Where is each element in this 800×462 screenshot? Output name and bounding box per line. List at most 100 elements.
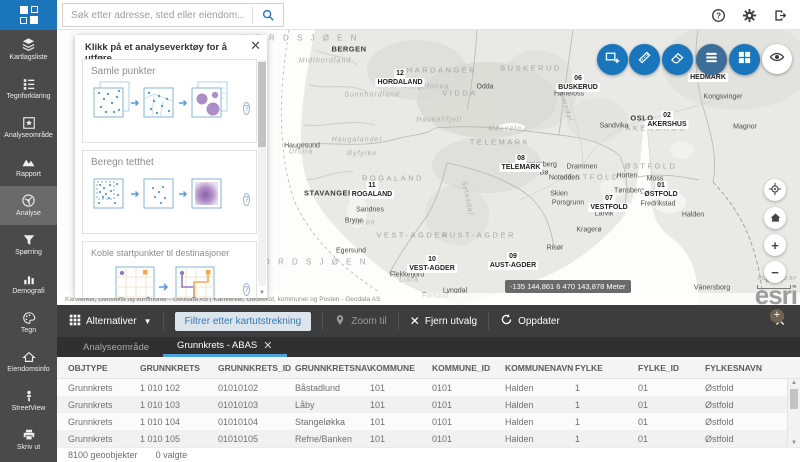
sidebar-item-streetview[interactable]: StreetView xyxy=(0,381,57,420)
search-icon[interactable] xyxy=(253,4,283,26)
table-cell: 01 xyxy=(638,400,705,410)
sidebar-item-label: Skriv ut xyxy=(17,444,40,452)
coordinates-readout: -135 144,861 6 470 143,878 Meter xyxy=(505,280,631,293)
sidebar-item-rapport[interactable]: Rapport xyxy=(0,147,57,186)
close-icon[interactable]: ✕ xyxy=(250,39,261,52)
help-icon[interactable]: ? xyxy=(243,283,250,296)
filter-by-extent-button[interactable]: Filtrer etter kartutstrekning xyxy=(175,312,312,331)
column-header-kommunenavn[interactable]: KOMMUNENAVN xyxy=(505,363,575,373)
table-row[interactable]: Grunnkrets1 010 10301010103Låby1010101Ha… xyxy=(57,396,800,413)
sidebar-item-demografi[interactable]: Demografi xyxy=(0,264,57,303)
tool-label: Beregn tetthet xyxy=(91,157,250,168)
scroll-down-icon[interactable]: ▼ xyxy=(788,440,800,446)
options-label: Alternativer xyxy=(86,316,137,327)
panel-scrollbar[interactable] xyxy=(258,60,266,286)
table-cell: Østfold xyxy=(705,383,800,393)
help-icon[interactable]: ? xyxy=(243,102,250,115)
illo-routes xyxy=(91,260,241,298)
home-button[interactable] xyxy=(764,207,786,229)
map-canvas[interactable]: N O R D S J Ø E NN O R D S J Ø E NHARDAN… xyxy=(57,30,800,305)
status-bar: 8100 geoobjekter 0 valgte xyxy=(57,447,800,462)
add-column-icon[interactable]: + xyxy=(770,309,784,323)
select-features-button[interactable] xyxy=(597,44,628,75)
column-header-fylke-id[interactable]: FYLKE_ID xyxy=(638,363,705,373)
column-header-grunnkrets-id[interactable]: GRUNNKRETS_ID xyxy=(218,363,295,373)
analysis-tools-panel: Klikk på et analyseverktøy for å utføre … xyxy=(75,35,267,298)
analysis-tool-beregn-tetthet[interactable]: Beregn tetthet? xyxy=(82,150,257,234)
help-icon[interactable]: ? xyxy=(243,193,250,206)
table-tabs: Analyseområde Grunnkrets - ABAS✕ xyxy=(57,337,800,357)
divider xyxy=(398,312,399,330)
table-row[interactable]: Grunnkrets1 010 10201010102Båstadlund101… xyxy=(57,379,800,396)
table-cell: 1 010 104 xyxy=(140,417,218,427)
table-row[interactable]: Grunnkrets1 010 10401010104Stangeløkka10… xyxy=(57,413,800,430)
zoom-in-button[interactable]: + xyxy=(764,234,786,256)
sidebar-item-analyse[interactable]: Analyse xyxy=(0,186,57,225)
sidebar-item-tegnforklaring[interactable]: Tegnforklaring xyxy=(0,69,57,108)
column-header-fylke[interactable]: FYLKE xyxy=(575,363,638,373)
options-button[interactable]: Alternativer ▼ xyxy=(69,314,152,329)
tab-close-icon[interactable]: ✕ xyxy=(263,339,272,352)
column-header-kommune-id[interactable]: KOMMUNE_ID xyxy=(432,363,505,373)
zoom-to-button[interactable]: Zoom til xyxy=(334,314,387,329)
table-cell: Refne/Banken xyxy=(295,434,370,444)
table-cell: 01010103 xyxy=(218,400,295,410)
sidebar-item-skriv-ut[interactable]: Skriv ut xyxy=(0,420,57,459)
scroll-down-icon[interactable]: ▼ xyxy=(258,290,266,296)
attribute-table-button[interactable] xyxy=(696,44,727,75)
table-cell: Østfold xyxy=(705,434,800,444)
table-cell: 101 xyxy=(370,417,432,427)
refresh-label: Oppdater xyxy=(518,316,560,327)
measure-button[interactable] xyxy=(629,44,660,75)
scrollbar-thumb[interactable] xyxy=(258,62,266,147)
table-scrollbar[interactable]: ▲ ▼ xyxy=(787,379,800,447)
help-icon[interactable]: ? xyxy=(710,7,726,23)
column-header-grunnkretsnavn[interactable]: GRUNNKRETSNAVN xyxy=(295,363,370,373)
table-cell: 0101 xyxy=(432,400,505,410)
sidebar-item-eiendomsinfo[interactable]: Eiendomsinfo xyxy=(0,342,57,381)
tab-analyseområde[interactable]: Analyseområde xyxy=(69,337,163,357)
exit-icon[interactable] xyxy=(772,7,788,23)
clear-selection-button[interactable]: ✕ Fjern utvalg xyxy=(410,314,477,328)
analysis-tool-koble-startpunkter-til-destinasjoner[interactable]: Koble startpunkter til destinasjoner? xyxy=(82,241,257,298)
erase-button[interactable] xyxy=(662,44,693,75)
column-header-fylkesnavn[interactable]: FYLKESNAVN xyxy=(705,363,800,373)
tab-grunnkrets-abas[interactable]: Grunnkrets - ABAS✕ xyxy=(163,337,286,357)
tool-label: Koble startpunkter til destinasjoner xyxy=(91,248,250,258)
zoom-out-button[interactable]: − xyxy=(764,261,786,283)
basemap-grid-button[interactable] xyxy=(729,44,760,75)
visibility-button[interactable] xyxy=(762,44,792,74)
app-logo[interactable] xyxy=(0,0,57,30)
select-plus-icon xyxy=(605,50,620,70)
table-cell: 101 xyxy=(370,400,432,410)
table-cell: 01 xyxy=(638,434,705,444)
sidebar-item-kartlagsliste[interactable]: Kartlagsliste xyxy=(0,30,57,69)
locate-button[interactable] xyxy=(764,179,786,201)
legend-icon xyxy=(22,76,36,91)
sidebar-item-analyseomrade[interactable]: Analyseområde xyxy=(0,108,57,147)
table-cell: 1 010 102 xyxy=(140,383,218,393)
scrollbar-thumb[interactable] xyxy=(790,389,798,409)
tab-label: Analyseområde xyxy=(83,342,149,353)
table-row[interactable]: Grunnkrets1 010 10501010105Refne/Banken1… xyxy=(57,430,800,447)
column-header-objtype[interactable]: OBJTYPE xyxy=(68,363,140,373)
table-body: Grunnkrets1 010 10201010102Båstadlund101… xyxy=(57,379,800,447)
column-header-kommune[interactable]: KOMMUNE xyxy=(370,363,432,373)
search-input[interactable] xyxy=(63,10,252,21)
scroll-up-icon[interactable]: ▲ xyxy=(788,380,800,386)
table-cell: 0101 xyxy=(432,417,505,427)
divider xyxy=(488,312,489,330)
column-header-grunnkrets[interactable]: GRUNNKRETS xyxy=(140,363,218,373)
refresh-button[interactable]: Oppdater xyxy=(500,313,560,329)
analysis-tool-samle-punkter[interactable]: Samle punkter? xyxy=(82,59,257,143)
sidebar: KartlagslisteTegnforklaringAnalyseområde… xyxy=(0,30,57,462)
report-icon xyxy=(21,154,36,169)
locate-icon xyxy=(768,182,782,198)
gear-icon[interactable] xyxy=(741,7,757,23)
table-cell: Låby xyxy=(295,400,370,410)
sidebar-item-tegn[interactable]: Tegn xyxy=(0,303,57,342)
table-cell: Grunnkrets xyxy=(68,417,140,427)
sidebar-item-label: Eiendomsinfo xyxy=(7,366,49,374)
sidebar-item-sporring[interactable]: Spørring xyxy=(0,225,57,264)
table-toolbar: Alternativer ▼ Filtrer etter kartutstrek… xyxy=(57,305,800,337)
